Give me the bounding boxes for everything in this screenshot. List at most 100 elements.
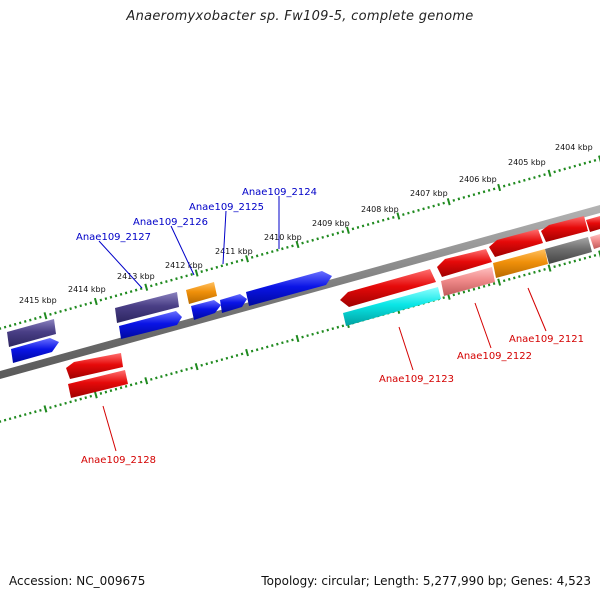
gene-grey-right[interactable] [545,237,592,264]
outer-minor-tick [260,253,264,256]
outer-minor-tick [230,261,234,265]
outer-minor-tick [482,190,486,194]
outer-minor-tick [190,273,193,276]
inner-minor-tick [533,270,536,274]
gene-blue-small-a[interactable] [191,300,221,320]
scale-label-2407: 2407 kbp [410,189,448,198]
inner-minor-tick [230,355,234,359]
inner-minor-tick [477,286,481,290]
gene-red-edge-upper[interactable] [586,216,600,232]
outer-minor-tick [286,245,289,249]
inner-minor-tick [69,400,72,404]
inner-minor-tick [235,353,239,357]
inner-minor-tick [306,334,309,338]
outer-minor-tick [89,301,93,305]
outer-minor-tick [160,281,163,285]
outer-major-tick [245,255,249,263]
outer-minor-tick [422,207,425,211]
inner-minor-tick [185,368,188,371]
gene-red-2122-upper[interactable] [437,249,492,277]
outer-major-tick [446,198,451,206]
gene-label-anae109-2122: Anae109_2122 [457,351,532,362]
inner-minor-tick [39,408,42,412]
inner-minor-tick [49,406,52,409]
inner-minor-tick [442,296,445,300]
outer-minor-tick [583,161,587,165]
inner-minor-tick [3,418,7,422]
gene-blue-left-lower[interactable] [11,338,59,363]
outer-minor-tick [180,275,183,279]
label-leader-lines [98,196,547,452]
gene-anae109-2123[interactable] [343,287,441,326]
outer-minor-tick [13,322,17,326]
scale-label-2405: 2405 kbp [508,158,546,167]
inner-minor-tick [502,279,506,283]
inner-minor-tick [104,390,108,394]
outer-minor-tick [291,244,294,248]
scale-label-2409: 2409 kbp [312,219,350,228]
inner-minor-tick [119,386,123,390]
outer-major-tick [194,269,199,277]
outer-minor-tick [134,288,138,292]
gene-blue-2127-lower[interactable] [119,311,182,339]
outer-minor-tick [271,250,274,254]
outer-minor-tick [407,211,410,215]
outer-minor-tick [255,254,259,258]
gene-pink-edge[interactable] [590,234,600,249]
gene-anae109-2126[interactable] [186,282,217,304]
outer-minor-tick [336,231,340,235]
gene-red-2121-upper[interactable] [489,229,543,257]
gene-anae109-2127[interactable] [115,292,179,323]
outer-minor-tick [205,268,209,272]
inner-minor-tick [250,349,254,353]
inner-minor-tick [29,411,32,415]
outer-major-tick [144,283,149,291]
gene-anae109-2122[interactable] [441,267,495,296]
inner-minor-tick [79,397,82,401]
inner-minor-tick [190,366,193,370]
outer-minor-tick [34,317,37,321]
inner-minor-tick [205,362,209,366]
outer-minor-tick [139,287,143,291]
outer-minor-tick [235,260,239,264]
outer-minor-tick [553,170,556,174]
gene-anae109-2125[interactable] [220,294,247,313]
outer-minor-tick [265,251,269,255]
gene-anae109-2121[interactable] [493,249,548,278]
outer-minor-tick [124,291,128,295]
inner-minor-tick [34,410,37,414]
outer-minor-tick [64,308,67,312]
inner-minor-tick [472,287,476,291]
outer-minor-tick [563,167,566,171]
inner-minor-tick [260,346,264,350]
outer-minor-tick [402,213,405,216]
inner-major-tick [598,250,600,258]
outer-minor-tick [568,166,572,169]
gene-anae109-2128-upper[interactable] [66,353,123,379]
gene-anae109-2128[interactable] [68,370,128,398]
gene-navy-left[interactable] [7,319,56,347]
inner-minor-tick [528,272,531,276]
outer-minor-tick [210,267,214,271]
inner-minor-tick [64,401,67,405]
outer-minor-tick [185,274,188,278]
outer-minor-tick [477,191,481,195]
inner-minor-tick [336,325,340,329]
inner-minor-tick [139,380,143,384]
inner-minor-tick [18,414,22,418]
outer-minor-tick [392,216,395,219]
inner-minor-tick [215,359,219,363]
inner-minor-tick [99,392,103,395]
gene-anae109-2123-red[interactable] [340,269,436,307]
outer-minor-tick [427,206,430,209]
inner-minor-tick [240,352,244,356]
gene-red-right-upper[interactable] [541,216,588,242]
outer-major-tick [43,312,48,320]
gene-anae109-2124[interactable] [246,271,332,306]
outer-minor-tick [200,270,203,273]
outer-minor-tick [8,324,12,328]
inner-minor-tick [568,261,572,264]
outer-major-tick [497,183,502,192]
gene-label-anae109-2127: Anae109_2127 [76,232,151,243]
outer-minor-tick [381,218,385,222]
